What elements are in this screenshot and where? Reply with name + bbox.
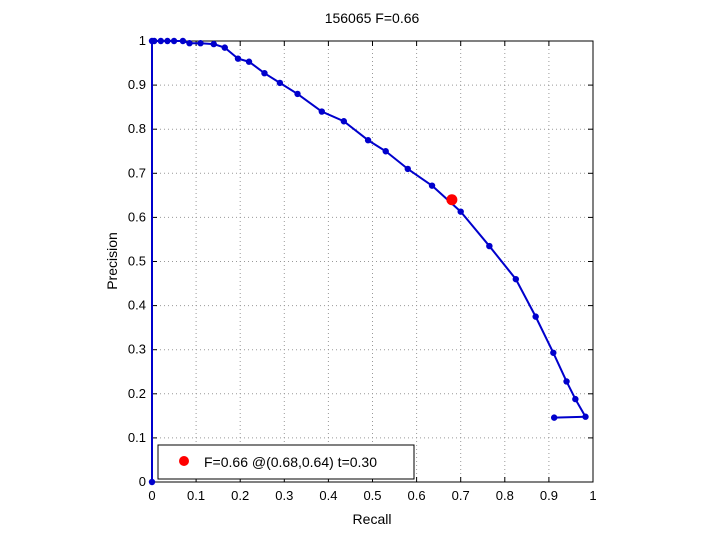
- data-point: [261, 69, 268, 77]
- data-point: [221, 44, 228, 51]
- data-point: [164, 37, 171, 45]
- y-tick-label: 0.1: [128, 430, 146, 445]
- y-tick-label: 0: [139, 474, 146, 489]
- data-point: [234, 55, 242, 62]
- x-tick-label: 0.3: [275, 488, 293, 503]
- data-point: [550, 414, 558, 421]
- data-point: [148, 478, 156, 486]
- x-tick-label: 0: [148, 488, 155, 503]
- data-point: [582, 413, 589, 420]
- data-point: [245, 58, 253, 65]
- x-tick-label: 0.6: [408, 488, 426, 503]
- x-axis-label: Recall: [353, 511, 392, 527]
- x-tick-label: 0.7: [452, 488, 470, 503]
- data-point: [428, 182, 436, 189]
- y-tick-label: 0.4: [128, 298, 146, 313]
- y-tick-label: 0.9: [128, 77, 146, 92]
- data-point: [457, 208, 464, 215]
- data-point: [486, 242, 493, 250]
- data-point: [364, 137, 372, 144]
- series-layer: [148, 37, 589, 486]
- grid: [152, 41, 593, 482]
- data-point: [340, 118, 348, 125]
- x-tick-label: 0.2: [231, 488, 249, 503]
- chart-title: 156065 F=0.66: [325, 10, 420, 26]
- data-point: [197, 40, 204, 47]
- legend: F=0.66 @(0.68,0.64) t=0.30: [157, 444, 415, 480]
- data-point: [276, 79, 284, 87]
- x-tick-label: 0.8: [496, 488, 514, 503]
- y-tick-label: 1: [139, 33, 146, 48]
- x-tick-label: 0.5: [363, 488, 381, 503]
- data-point: [572, 395, 579, 403]
- y-tick-label: 0.2: [128, 386, 146, 401]
- best-f-point: [446, 194, 458, 206]
- y-tick-label: 0.8: [128, 121, 146, 136]
- y-tick-label: 0.3: [128, 342, 146, 357]
- y-tick-label: 0.6: [128, 209, 146, 224]
- x-tick-label: 1: [589, 488, 596, 503]
- data-point: [210, 40, 217, 48]
- data-point: [186, 40, 193, 47]
- x-tick-label: 0.4: [319, 488, 337, 503]
- highlight-layer: [446, 194, 458, 206]
- data-point: [151, 37, 158, 45]
- y-tick-label: 0.7: [128, 165, 146, 180]
- legend-label: F=0.66 @(0.68,0.64) t=0.30: [204, 454, 377, 470]
- x-tick-label: 0.9: [540, 488, 558, 503]
- data-point: [550, 349, 557, 356]
- data-point: [563, 378, 570, 385]
- legend-box: [157, 444, 415, 480]
- axis-ticks: 0 0.1 0.2 0.3 0.4 0.5 0.6 0.7 0.8 0.9 1 0 0.1 0.2 0.3 0…: [128, 33, 597, 503]
- data-point: [170, 37, 178, 45]
- data-point: [532, 313, 539, 320]
- x-tick-label: 0.1: [187, 488, 205, 503]
- y-tick-label: 0.5: [128, 254, 146, 269]
- data-point: [318, 108, 325, 115]
- data-point: [179, 37, 187, 45]
- legend-marker: [179, 456, 189, 466]
- data-point: [382, 148, 389, 155]
- data-point: [512, 275, 520, 283]
- data-point: [294, 90, 301, 98]
- data-point: [404, 165, 411, 173]
- data-point: [157, 37, 165, 45]
- y-axis-label: Precision: [104, 232, 120, 290]
